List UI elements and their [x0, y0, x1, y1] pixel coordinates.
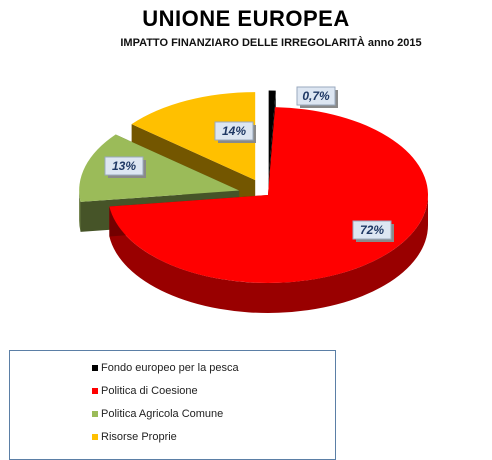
slice-politica-di-coesione-top [109, 107, 429, 283]
legend-label: Fondo europeo per la pesca [101, 362, 239, 374]
data-label-box [214, 121, 254, 141]
data-label-text: 14% [222, 124, 246, 138]
slice-politica-agricola-comune-top [79, 134, 240, 202]
data-label-text: 13% [112, 159, 136, 173]
chart-legend: Fondo europeo per la pesca Politica di Co… [9, 350, 336, 460]
data-label-box [104, 156, 144, 176]
legend-swatch [92, 365, 98, 371]
data-label-politica-di-coesione: 72% [352, 220, 394, 242]
data-label-box [296, 86, 336, 106]
chart-title: UNIONE EUROPEA [142, 6, 350, 31]
legend-item-politica-agricola-comune: Politica Agricola Comune [92, 408, 223, 420]
slice-fondo-europeo-per-la-pesca-top [268, 90, 276, 179]
legend-swatch [92, 388, 98, 394]
legend-label: Politica Agricola Comune [101, 408, 224, 420]
data-label-text: 0,7% [302, 89, 330, 103]
data-label-politica-agricola-comune: 13% [104, 156, 146, 178]
data-label-risorse-proprie: 14% [214, 121, 256, 143]
legend-swatch [92, 434, 98, 440]
data-label-box [352, 220, 392, 240]
data-label-text: 72% [360, 223, 384, 237]
legend-swatch [92, 411, 98, 417]
legend-label: Risorse Proprie [101, 431, 177, 443]
pie-chart: 0,7% 72% 13% 14% [79, 86, 429, 313]
legend-label: Politica di Coesione [101, 385, 198, 397]
chart-subtitle: IMPATTO FINANZIARO DELLE IRREGOLARITÀ an… [120, 37, 422, 49]
slice-risorse-proprie-top [131, 92, 256, 181]
data-label-fondo-europeo-per-la-pesca: 0,7% [296, 86, 338, 108]
slice-politica-agricola-comune-side [79, 190, 81, 232]
legend-item-fondo-europeo-per-la-pesca: Fondo europeo per la pesca [92, 362, 239, 374]
slice-politica-di-coesione-side [109, 195, 428, 313]
legend-item-risorse-proprie: Risorse Proprie [92, 431, 177, 443]
legend-item-politica-di-coesione: Politica di Coesione [92, 385, 198, 397]
slice-politica-di-coesione [109, 107, 429, 313]
